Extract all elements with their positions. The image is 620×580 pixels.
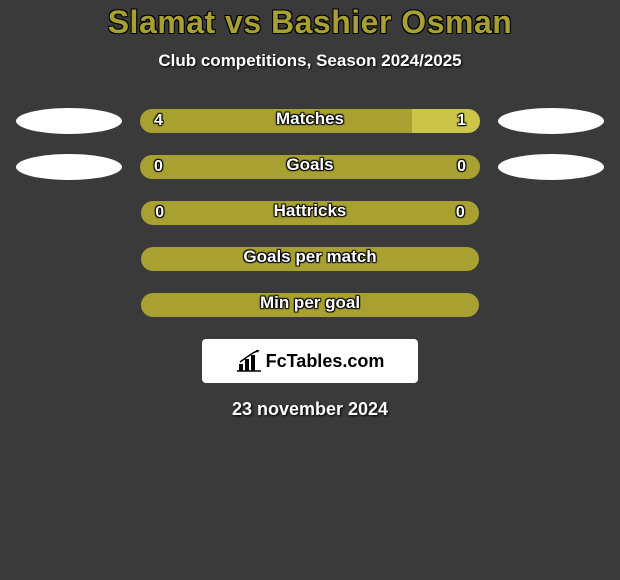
stat-row: Min per goal: [0, 293, 620, 317]
comparison-infographic: Slamat vs Bashier Osman Club competition…: [0, 0, 620, 420]
stat-bar: Min per goal: [141, 293, 479, 317]
player-right-marker: [498, 154, 604, 180]
stat-bar: 00Hattricks: [141, 201, 479, 225]
stat-rows: 41Matches00Goals00HattricksGoals per mat…: [0, 109, 620, 317]
page-title: Slamat vs Bashier Osman: [0, 4, 620, 41]
stat-bar-left: 0: [141, 201, 310, 225]
stat-row: 41Matches: [0, 109, 620, 133]
stat-bar-right: 1: [412, 109, 480, 133]
stat-value-left: 0: [154, 158, 163, 176]
stat-bar: Goals per match: [141, 247, 479, 271]
logo-row: FcTables.com: [0, 339, 620, 383]
logo-box: FcTables.com: [202, 339, 418, 383]
stat-bar-right: 0: [310, 201, 479, 225]
player-left-marker: [16, 108, 122, 134]
page-subtitle: Club competitions, Season 2024/2025: [0, 51, 620, 71]
stat-value-right: 1: [457, 112, 466, 130]
stat-row: 00Hattricks: [0, 201, 620, 225]
player-left-marker: [16, 154, 122, 180]
stat-bar: 00Goals: [140, 155, 480, 179]
stat-value-right: 0: [457, 158, 466, 176]
stat-bar-left: [141, 247, 479, 271]
player-right-marker: [498, 108, 604, 134]
stat-value-left: 0: [155, 204, 164, 222]
stat-bar-left: [141, 293, 479, 317]
date-text: 23 november 2024: [0, 399, 620, 420]
stat-bar-left: 0: [140, 155, 310, 179]
stat-value-right: 0: [456, 204, 465, 222]
stat-value-left: 4: [154, 112, 163, 130]
logo-text: FcTables.com: [266, 351, 385, 372]
bar-chart-icon: [236, 350, 262, 372]
stat-row: 00Goals: [0, 155, 620, 179]
stat-bar-left: 4: [140, 109, 412, 133]
stat-row: Goals per match: [0, 247, 620, 271]
stat-bar-right: 0: [310, 155, 480, 179]
stat-bar: 41Matches: [140, 109, 480, 133]
